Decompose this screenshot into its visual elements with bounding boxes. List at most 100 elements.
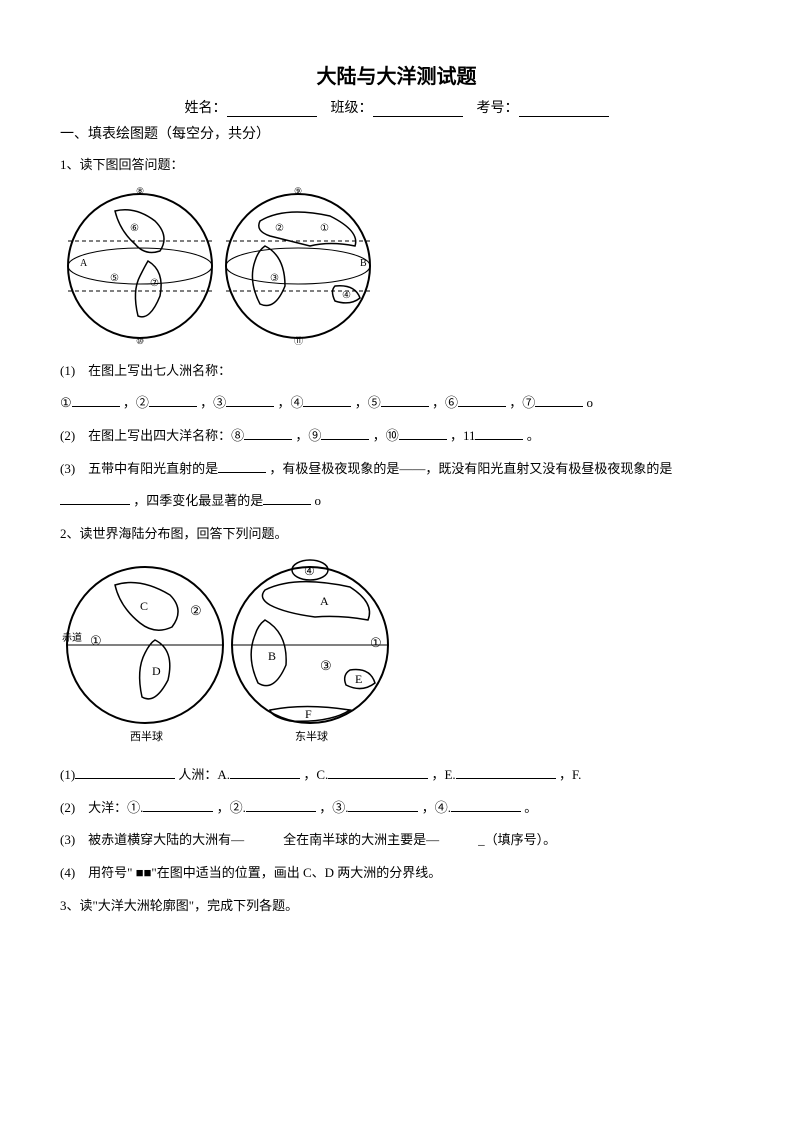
t9: ，⑨ bbox=[295, 428, 321, 443]
label-3: ③ bbox=[270, 273, 279, 284]
t11: ，11 bbox=[450, 428, 476, 443]
label-B: B bbox=[360, 258, 367, 269]
blank[interactable] bbox=[72, 394, 120, 407]
d: o bbox=[315, 493, 322, 508]
label-8: ⑧ bbox=[136, 186, 144, 196]
blank[interactable] bbox=[244, 427, 292, 440]
label-A: A bbox=[80, 258, 88, 269]
q1-1: (1) 在图上写出七人洲名称： bbox=[60, 359, 733, 384]
q2-2: (2) 大洋：①. ，②. ，③. ，④. 。 bbox=[60, 796, 733, 821]
label-6: ⑥ bbox=[130, 223, 139, 234]
a: (1) bbox=[60, 767, 75, 782]
e: ，F. bbox=[559, 767, 581, 782]
blank[interactable] bbox=[321, 427, 369, 440]
label-2: ② bbox=[275, 223, 284, 234]
i7: ，⑦ bbox=[509, 395, 535, 410]
figure-1: ⑥ ⑤ ⑦ A ⑧ ① ③ ② ④ B ⑨ ⑪ ⑩ bbox=[60, 186, 733, 351]
blank[interactable] bbox=[303, 394, 351, 407]
blank[interactable] bbox=[218, 460, 266, 473]
blank[interactable] bbox=[149, 394, 197, 407]
label-1: ① bbox=[320, 223, 329, 234]
eq-label: 赤道 bbox=[62, 631, 82, 644]
q1-2: (2) 在图上写出四大洋名称：⑧ ，⑨ ，⑩ ，11 。 bbox=[60, 424, 733, 449]
blank[interactable] bbox=[246, 799, 316, 812]
blank[interactable] bbox=[226, 394, 274, 407]
C: C bbox=[140, 599, 148, 613]
q2-3: (3) 被赤道横穿大陆的大洲有— 全在南半球的大洲主要是— _（填序号）。 bbox=[60, 828, 733, 853]
page-title: 大陆与大洋测试题 bbox=[60, 60, 733, 89]
blank[interactable] bbox=[143, 799, 213, 812]
D: D bbox=[152, 664, 161, 678]
q2-intro: 2、读世界海陆分布图，回答下列问题。 bbox=[60, 522, 733, 547]
i5: ，⑤ bbox=[355, 395, 381, 410]
tend: 。 bbox=[527, 428, 540, 443]
student-info-line: 姓名： 班级： 考号： bbox=[60, 97, 733, 117]
q3-intro: 3、读"大洋大洲轮廓图"，完成下列各题。 bbox=[60, 894, 733, 919]
hemisphere-map-1: ⑥ ⑤ ⑦ A ⑧ ① ③ ② ④ B ⑨ ⑪ ⑩ bbox=[60, 186, 380, 346]
figure-2: 赤道 ① ② C D 西半球 ④ A B E F ③ ① 东半球 bbox=[60, 555, 733, 755]
d: ，④. bbox=[422, 800, 451, 815]
i2: ，② bbox=[123, 395, 149, 410]
blank[interactable] bbox=[458, 394, 506, 407]
c: ，四季变化最显著的是 bbox=[133, 493, 263, 508]
q1-3: (3) 五带中有阳光直射的是 ，有极昼极夜现象的是——，既没有阳光直射又没有极昼… bbox=[60, 457, 733, 482]
page: 大陆与大洋测试题 姓名： 班级： 考号： 一、填表绘图题（每空分，共分） 1、读… bbox=[0, 0, 793, 1122]
label-9: ⑨ bbox=[294, 186, 302, 196]
blank[interactable] bbox=[263, 492, 311, 505]
n1: ① bbox=[90, 633, 102, 648]
label-5: ⑤ bbox=[110, 273, 119, 284]
n4: ④ bbox=[304, 564, 315, 578]
c: ，③. bbox=[319, 800, 348, 815]
label-7: ⑦ bbox=[150, 278, 159, 289]
blank[interactable] bbox=[456, 766, 556, 779]
blank[interactable] bbox=[75, 766, 175, 779]
q1-3b: ，四季变化最显著的是 o bbox=[60, 489, 733, 514]
E: E bbox=[355, 672, 362, 686]
blank[interactable] bbox=[328, 766, 428, 779]
blank[interactable] bbox=[348, 799, 418, 812]
c: ，C. bbox=[303, 767, 328, 782]
hemisphere-map-2: 赤道 ① ② C D 西半球 ④ A B E F ③ ① 东半球 bbox=[60, 555, 400, 750]
i3: ，③ bbox=[200, 395, 226, 410]
label-11: ⑪ bbox=[294, 336, 303, 346]
label-4: ④ bbox=[342, 290, 351, 301]
east-cap: 东半球 bbox=[295, 729, 328, 743]
a: (2) 大洋：①. bbox=[60, 800, 143, 815]
n2: ② bbox=[190, 603, 202, 618]
i-end: o bbox=[587, 395, 594, 410]
blank[interactable] bbox=[535, 394, 583, 407]
d: ，E. bbox=[431, 767, 455, 782]
B: B bbox=[268, 649, 276, 663]
west-cap: 西半球 bbox=[130, 729, 163, 743]
examno-label: 考号： bbox=[477, 101, 519, 116]
blank[interactable] bbox=[230, 766, 300, 779]
t: (2) 在图上写出四大洋名称：⑧ bbox=[60, 428, 244, 443]
F: F bbox=[305, 707, 312, 721]
b: ，②. bbox=[217, 800, 246, 815]
q1-intro: 1、读下图回答问题： bbox=[60, 153, 733, 178]
e: 。 bbox=[524, 800, 537, 815]
blank[interactable] bbox=[475, 427, 523, 440]
b: ，有极昼极夜现象的是——，既没有阳光直射又没有极昼极夜现象的是 bbox=[269, 461, 672, 476]
q1-1-items: ① ，② ，③ ，④ ，⑤ ，⑥ ，⑦ o bbox=[60, 391, 733, 416]
class-blank[interactable] bbox=[373, 102, 463, 117]
name-blank[interactable] bbox=[227, 102, 317, 117]
i1: ① bbox=[60, 395, 72, 410]
A: A bbox=[320, 594, 329, 608]
blank[interactable] bbox=[451, 799, 521, 812]
q2-4: (4) 用符号" ■■"在图中适当的位置，画出 C、D 两大洲的分界线。 bbox=[60, 861, 733, 886]
label-10: ⑩ bbox=[136, 336, 144, 346]
blank[interactable] bbox=[381, 394, 429, 407]
name-label: 姓名： bbox=[185, 101, 227, 116]
blank[interactable] bbox=[399, 427, 447, 440]
n1r: ① bbox=[370, 635, 382, 650]
n3: ③ bbox=[320, 658, 332, 673]
examno-blank[interactable] bbox=[519, 102, 609, 117]
i4: ，④ bbox=[277, 395, 303, 410]
blank[interactable] bbox=[60, 492, 130, 505]
q2-1: (1) 人洲：A. ，C. ，E. ，F. bbox=[60, 763, 733, 788]
a: (3) 五带中有阳光直射的是 bbox=[60, 461, 218, 476]
i6: ，⑥ bbox=[432, 395, 458, 410]
b: 人洲：A. bbox=[178, 767, 230, 782]
section-1-header: 一、填表绘图题（每空分，共分） bbox=[60, 123, 733, 143]
